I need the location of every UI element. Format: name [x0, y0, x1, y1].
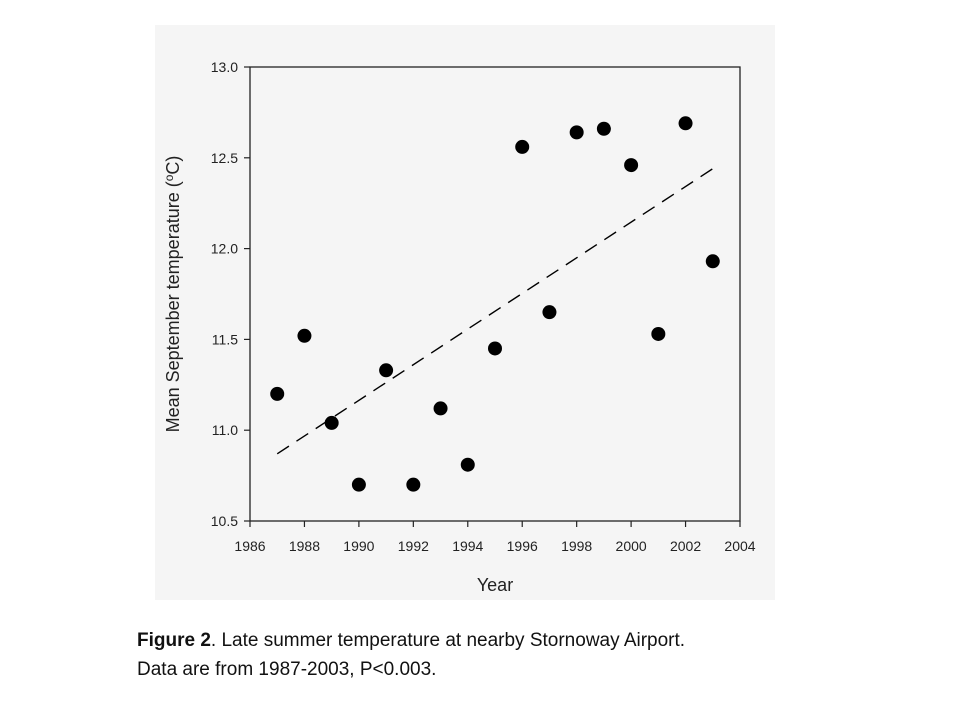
x-axis-ticks: 1986 1988 1990 1992 1994 1996 1998 2000 2002 2004 — [234, 521, 756, 554]
data-point — [515, 139, 530, 154]
data-point — [270, 386, 285, 401]
y-tick-label: 10.5 — [211, 513, 238, 529]
data-point — [324, 415, 339, 430]
y-tick-label: 11.5 — [212, 331, 238, 347]
x-tick-label: 1986 — [234, 538, 265, 554]
data-point — [542, 305, 557, 320]
data-point — [406, 477, 421, 492]
figure-caption: Figure 2. Late summer temperature at nea… — [137, 626, 685, 684]
data-point — [433, 401, 448, 416]
caption-label: Figure 2 — [137, 630, 211, 651]
caption-line-2: Data are from 1987-2003, P<0.003. — [137, 659, 437, 680]
scatter-chart: 10.5 11.0 11.5 12.0 12.5 13.0 1986 1988 1990 199… — [162, 59, 756, 595]
data-point — [569, 125, 584, 140]
data-point — [651, 326, 666, 341]
chart-panel: 10.5 11.0 11.5 12.0 12.5 13.0 1986 1988 1990 199… — [155, 25, 775, 600]
data-point — [379, 363, 394, 378]
x-tick-label: 1990 — [343, 538, 374, 554]
x-tick-label: 1992 — [398, 538, 429, 554]
x-axis-title: Year — [477, 575, 513, 595]
y-tick-label: 12.5 — [211, 150, 238, 166]
x-tick-label: 2002 — [670, 538, 701, 554]
y-tick-label: 12.0 — [211, 241, 238, 257]
x-tick-label: 1988 — [289, 538, 320, 554]
x-tick-label: 1998 — [561, 538, 592, 554]
data-point — [678, 116, 693, 131]
x-tick-label: 1996 — [507, 538, 538, 554]
x-tick-label: 1994 — [452, 538, 483, 554]
data-point — [297, 328, 312, 343]
plot-frame — [249, 66, 741, 522]
trend-line — [276, 168, 714, 455]
data-point — [596, 121, 611, 136]
data-point — [705, 254, 720, 269]
data-point — [351, 477, 366, 492]
data-points — [270, 116, 720, 492]
data-point — [488, 341, 502, 356]
x-tick-label: 2004 — [724, 538, 755, 554]
caption-text-1: . Late summer temperature at nearby Stor… — [210, 630, 686, 651]
y-tick-label: 13.0 — [211, 59, 238, 75]
y-axis-ticks: 10.5 11.0 11.5 12.0 12.5 13.0 — [211, 59, 250, 529]
x-tick-label: 2000 — [616, 538, 647, 554]
y-axis-title: Mean September temperature (oC) — [162, 156, 183, 433]
y-tick-label: 11.0 — [212, 422, 238, 438]
data-point — [460, 457, 475, 472]
caption-line-1: Figure 2. Late summer temperature at nea… — [137, 626, 685, 655]
data-point — [624, 158, 639, 173]
